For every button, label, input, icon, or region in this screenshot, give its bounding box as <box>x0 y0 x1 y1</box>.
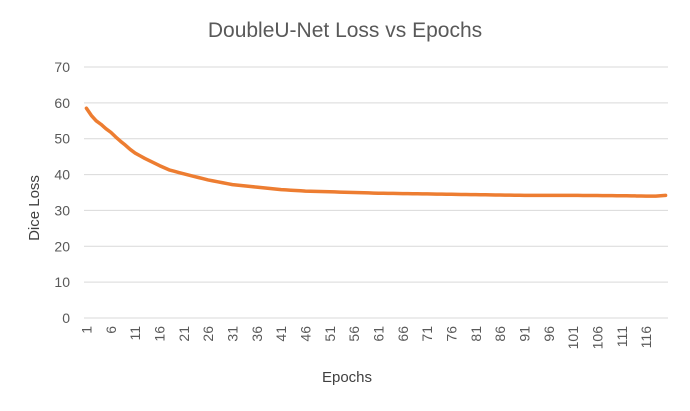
y-tick-label: 30 <box>54 202 70 218</box>
x-tick-label: 81 <box>468 326 484 342</box>
x-tick-label: 46 <box>297 326 313 342</box>
y-tick-label: 70 <box>54 59 70 75</box>
y-tick-label: 50 <box>54 131 70 147</box>
x-tick-label: 51 <box>322 326 338 342</box>
dice-loss-line <box>84 106 668 198</box>
y-tick-label: 40 <box>54 167 70 183</box>
x-tick-label: 41 <box>273 326 289 342</box>
x-tick-label: 76 <box>443 326 459 342</box>
x-tick-label: 56 <box>346 326 362 342</box>
x-tick-label: 21 <box>176 326 192 342</box>
y-tick-label: 20 <box>54 238 70 254</box>
series-layer <box>84 106 668 198</box>
x-tick-label: 16 <box>151 326 167 342</box>
x-tick-label: 96 <box>541 326 557 342</box>
y-axis-ticks: 0 10 20 30 40 50 60 70 <box>54 59 70 326</box>
x-tick-label: 6 <box>103 326 119 334</box>
chart-title: DoubleU-Net Loss vs Epochs <box>208 19 482 42</box>
x-tick-label: 116 <box>638 326 654 349</box>
x-tick-label: 1 <box>78 326 94 334</box>
x-tick-label: 61 <box>370 326 386 342</box>
y-tick-label: 60 <box>54 95 70 111</box>
x-axis-label: Epochs <box>322 369 372 386</box>
x-tick-label: 11 <box>127 326 143 341</box>
x-tick-label: 26 <box>200 326 216 342</box>
x-tick-label: 101 <box>565 326 581 350</box>
x-tick-label: 36 <box>249 326 265 342</box>
x-tick-label: 111 <box>614 326 630 347</box>
x-tick-label: 106 <box>589 326 605 350</box>
y-tick-label: 10 <box>54 274 70 290</box>
x-tick-label: 66 <box>395 326 411 342</box>
y-tick-label: 0 <box>62 310 70 326</box>
x-tick-label: 71 <box>419 326 435 342</box>
x-axis-ticks: 1 6 11 16 21 26 31 36 41 46 51 56 61 66 71 76 81 86 91 96 10… <box>78 326 654 350</box>
x-tick-label: 86 <box>492 326 508 342</box>
x-tick-label: 91 <box>516 326 532 342</box>
y-axis-label: Dice Loss <box>26 175 43 241</box>
x-tick-label: 31 <box>224 326 240 342</box>
